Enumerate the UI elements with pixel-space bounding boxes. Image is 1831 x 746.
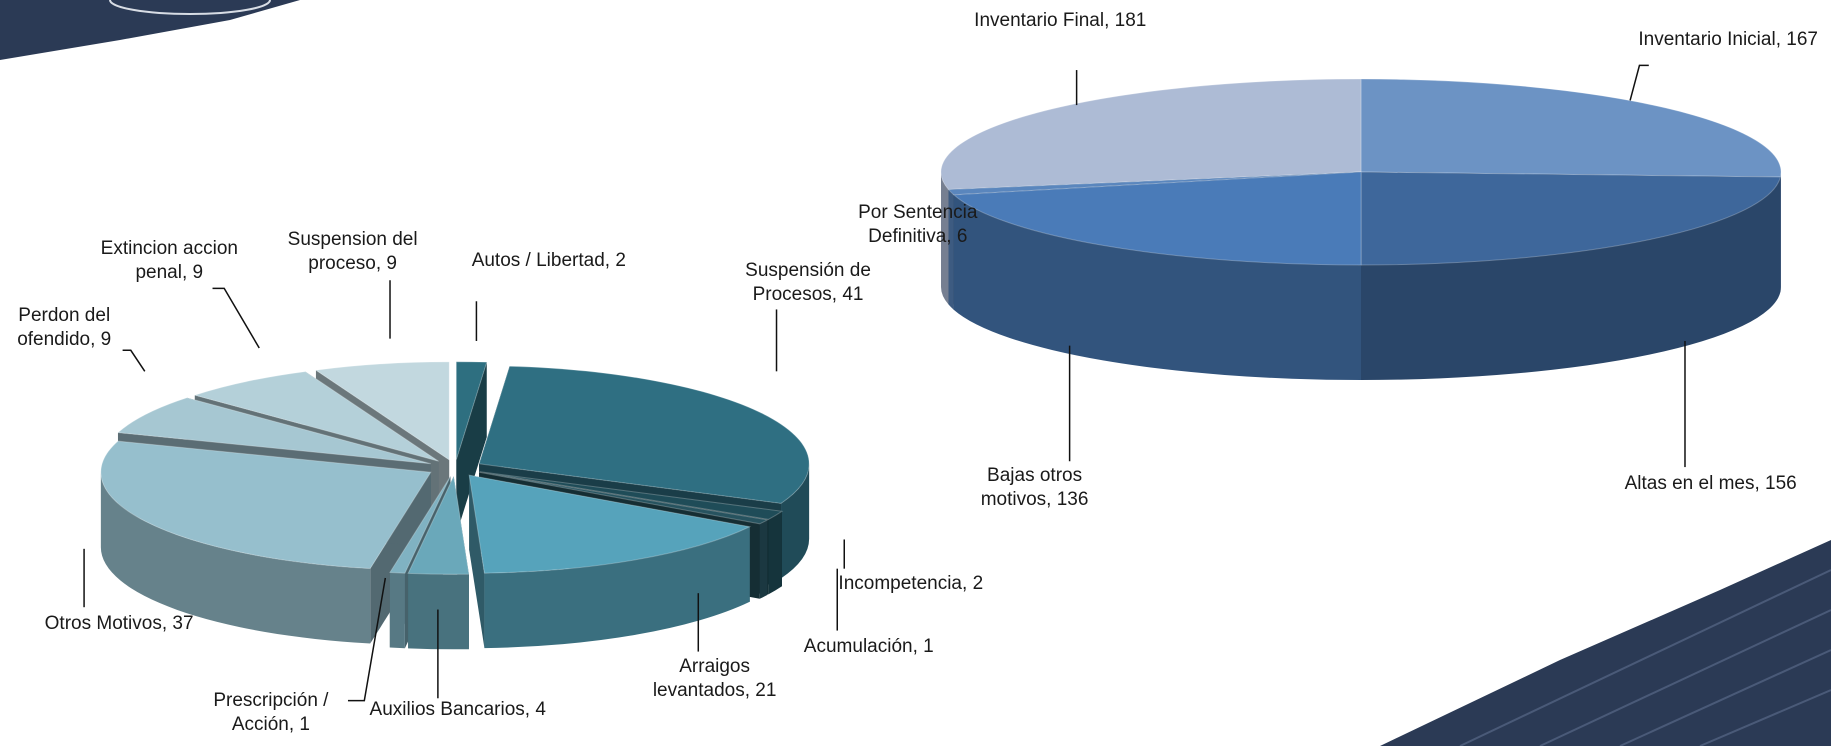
slice-side	[781, 463, 810, 579]
slice	[468, 474, 752, 574]
label-value: 37	[172, 612, 194, 634]
label-name: Bajas otros motivos,	[980, 464, 1083, 510]
stripe-decoration	[1380, 540, 1831, 746]
label-value: 4	[535, 699, 546, 721]
slice-side	[759, 519, 768, 599]
label-value: 156	[1765, 472, 1797, 494]
leader-line	[1629, 64, 1649, 101]
slice-side	[1361, 176, 1781, 380]
slice-edge	[456, 362, 487, 535]
label-value: 1	[923, 636, 934, 658]
data-label: Inventario Inicial, 167	[1623, 28, 1831, 52]
data-label: Perdon del ofendido, 9	[0, 304, 128, 352]
leader-line	[122, 349, 146, 372]
data-label: Extincion accion penal, 9	[88, 237, 251, 285]
slice	[193, 371, 439, 462]
data-label: Incompetencia, 2	[823, 572, 998, 596]
label-value: 1	[299, 713, 310, 735]
slice	[479, 471, 769, 525]
slice	[1360, 171, 1782, 266]
label-name: Incompetencia,	[838, 573, 968, 595]
slice	[407, 474, 470, 575]
label-name: Inventario Inicial,	[1638, 29, 1781, 51]
slice	[479, 471, 784, 520]
label-value: 2	[972, 573, 984, 595]
label-name: Inventario Final,	[974, 10, 1110, 32]
data-label: Por Sentencia Definitiva, 6	[836, 201, 999, 249]
label-value: 9	[100, 328, 112, 350]
slice-edge	[469, 475, 485, 649]
slice	[947, 171, 1362, 196]
data-label: Autos / Libertad, 2	[432, 249, 666, 273]
label-value: 9	[192, 262, 204, 284]
slice	[1360, 78, 1782, 178]
slice	[478, 365, 810, 504]
label-name: Prescripción / Acción,	[213, 689, 329, 735]
label-name: Perdon del ofendido,	[17, 304, 111, 350]
label-name: Auxilios Bancarios,	[369, 699, 531, 721]
label-value: 181	[1114, 10, 1147, 32]
label-name: Otros Motivos,	[44, 612, 168, 634]
label-name: Altas en el mes,	[1624, 472, 1760, 494]
data-label: Suspension del proceso, 9	[277, 228, 429, 276]
data-label: Arraigos levantados, 21	[639, 655, 791, 703]
label-value: 9	[386, 252, 398, 274]
label-name: Acumulación,	[803, 636, 918, 658]
label-value: 6	[956, 225, 968, 247]
label-value: 2	[615, 249, 626, 271]
slice	[940, 78, 1362, 191]
stripe-lines	[1459, 569, 1831, 746]
slice	[116, 397, 431, 465]
label-name: Por Sentencia Definitiva,	[858, 201, 978, 247]
data-label: Prescripción / Acción, 1	[195, 689, 347, 737]
slice-side	[948, 189, 954, 310]
label-name: Extincion accion penal,	[100, 238, 238, 284]
label-value: 21	[755, 680, 777, 702]
slice-side	[100, 472, 371, 644]
data-label: Inventario Final, 181	[967, 9, 1154, 33]
data-label: Suspensión de Procesos, 41	[732, 259, 884, 307]
data-label: Acumulación, 1	[775, 635, 962, 659]
slice	[952, 171, 1362, 266]
slice-side	[484, 526, 750, 649]
slice-side	[768, 511, 782, 595]
data-label: Auxilios Bancarios, 4	[364, 698, 551, 722]
leader-line	[212, 287, 260, 349]
label-value: 41	[842, 284, 864, 306]
slice-side	[953, 194, 1361, 380]
corner-decoration	[0, 0, 300, 60]
corner-decoration	[109, 0, 271, 15]
data-label: Otros Motivos, 37	[20, 612, 219, 636]
slice	[100, 440, 432, 570]
leader-line	[347, 577, 387, 702]
slice	[314, 361, 450, 461]
slice	[455, 361, 488, 460]
slice	[388, 475, 451, 574]
slice-side	[389, 572, 405, 649]
label-name: Suspension del proceso,	[287, 228, 418, 274]
label-name: Suspensión de Procesos,	[745, 260, 871, 306]
label-value: 167	[1786, 29, 1818, 51]
slice-side	[941, 172, 949, 305]
label-name: Arraigos levantados,	[652, 656, 751, 702]
slice-side	[1780, 172, 1781, 292]
data-label: Altas en el mes, 156	[1623, 472, 1798, 496]
data-label: Bajas otros motivos, 136	[965, 464, 1105, 512]
label-value: 136	[1056, 488, 1089, 510]
label-name: Autos / Libertad,	[471, 249, 611, 271]
